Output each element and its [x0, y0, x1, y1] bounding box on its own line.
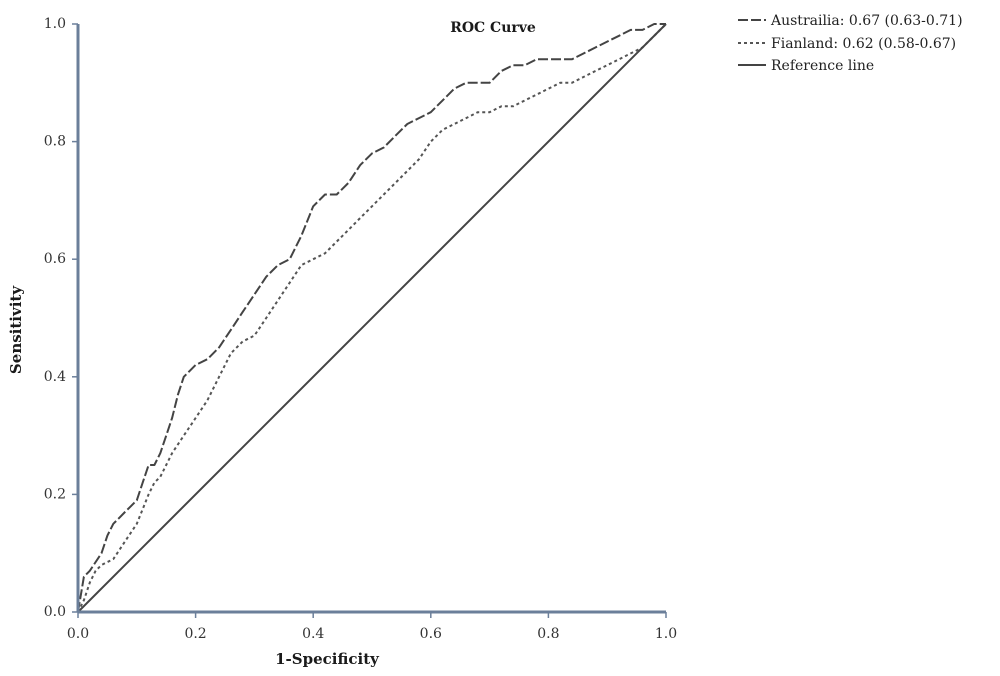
- y-tick-label: 0.2: [44, 486, 66, 502]
- legend-label-australia: Austrailia: 0.67 (0.63-0.71): [770, 13, 963, 29]
- x-tick-label: 0.0: [67, 626, 89, 642]
- legend: Austrailia: 0.67 (0.63-0.71) Fianland: 0…: [738, 13, 963, 74]
- x-tick-label: 0.6: [420, 626, 442, 642]
- y-axis-ticks: 0.0 0.2 0.4 0.6 0.8 1.0: [44, 16, 78, 620]
- x-tick-label: 1.0: [655, 626, 677, 642]
- y-axis-title: Sensitivity: [7, 285, 25, 374]
- y-tick-label: 1.0: [44, 16, 66, 32]
- plot-area: [77, 23, 667, 613]
- y-tick-label: 0.0: [44, 604, 66, 620]
- chart-title: ROC Curve: [450, 20, 536, 36]
- x-tick-label: 0.2: [184, 626, 206, 642]
- series-line-finland: [77, 23, 667, 613]
- y-tick-label: 0.8: [44, 134, 66, 150]
- series-line-australia: [77, 23, 666, 613]
- x-tick-label: 0.8: [537, 626, 559, 642]
- legend-label-reference: Reference line: [771, 58, 874, 74]
- y-tick-label: 0.4: [44, 369, 66, 385]
- legend-label-finland: Fianland: 0.62 (0.58-0.67): [771, 36, 956, 52]
- x-axis-ticks: 0.0 0.2 0.4 0.6 0.8 1.0: [67, 612, 677, 642]
- y-tick-label: 0.6: [44, 251, 66, 267]
- reference-line: [77, 23, 667, 613]
- x-axis-title: 1-Specificity: [275, 650, 380, 668]
- x-tick-label: 0.4: [302, 626, 324, 642]
